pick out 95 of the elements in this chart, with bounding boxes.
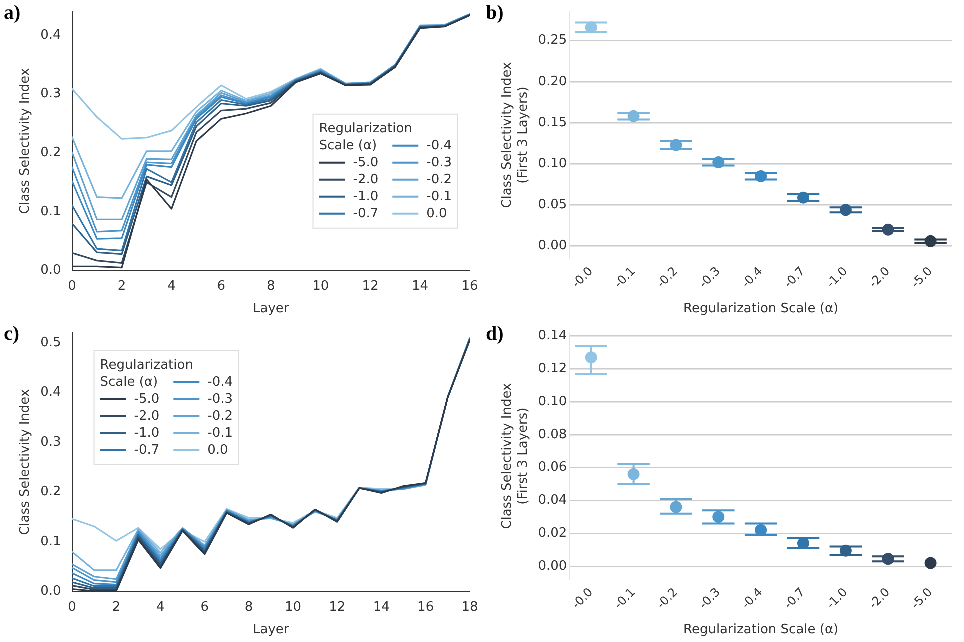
x-tick-label: -0.3 bbox=[696, 585, 723, 612]
x-tick-label: -0.4 bbox=[738, 585, 766, 612]
x-axis-title: Regularization Scale (α) bbox=[684, 622, 839, 638]
y-tick-label: 0.0 bbox=[40, 263, 62, 278]
x-tick-label: -0.3 bbox=[696, 264, 723, 291]
x-tick-label: 0 bbox=[68, 600, 76, 615]
legend-label: -0.7 bbox=[353, 206, 379, 222]
x-tick-label: 8 bbox=[244, 600, 254, 615]
x-tick-label: -0.0 bbox=[569, 585, 596, 612]
y-tick-label: 0.4 bbox=[40, 385, 62, 400]
chart-title: d) bbox=[486, 323, 504, 346]
y-tick-label: 0.00 bbox=[538, 558, 568, 574]
x-tick-label: -5.0 bbox=[908, 264, 936, 291]
x-tick-label: -0.0 bbox=[569, 264, 596, 291]
y-tick-label: 0.4 bbox=[40, 28, 62, 43]
x-tick-label: 6 bbox=[217, 278, 226, 294]
x-tick-label: -0.4 bbox=[738, 264, 766, 291]
chart-title: b) bbox=[486, 2, 504, 24]
legend-label: -0.3 bbox=[208, 392, 234, 407]
x-tick-label: 12 bbox=[362, 278, 379, 294]
x-tick-label: 10 bbox=[312, 278, 330, 294]
legend-label: -0.3 bbox=[426, 155, 452, 170]
legend-label: -0.2 bbox=[208, 408, 234, 424]
y-tick-label: 0.3 bbox=[40, 434, 62, 450]
legend-label: -5.0 bbox=[134, 392, 160, 407]
y-axis-title: Class Selectivity Index bbox=[18, 389, 34, 536]
x-tick-label: 0 bbox=[68, 278, 76, 294]
legend-title: Regularization Scale (α) bbox=[319, 121, 412, 154]
x-tick-label: -0.2 bbox=[654, 264, 681, 291]
x-tick-label: -1.0 bbox=[824, 585, 850, 612]
y-tick-label: 0.25 bbox=[538, 33, 568, 48]
y-tick-label: 0.00 bbox=[538, 238, 568, 254]
x-tick-label: 6 bbox=[200, 600, 209, 615]
y-tick-label: 0.1 bbox=[40, 204, 62, 220]
legend-label: -0.1 bbox=[208, 426, 234, 441]
legend-label: -0.2 bbox=[426, 172, 452, 188]
x-tick-label: -0.1 bbox=[612, 264, 638, 291]
y-tick-label: 0.5 bbox=[40, 335, 62, 350]
y-tick-label: 0.10 bbox=[538, 156, 568, 172]
x-axis-title: Layer bbox=[253, 622, 290, 638]
y-tick-label: 0.15 bbox=[538, 115, 568, 130]
x-tick-label: 4 bbox=[168, 278, 176, 294]
x-tick-label: -0.2 bbox=[654, 585, 681, 612]
x-tick-label: -2.0 bbox=[866, 264, 893, 291]
y-tick-label: 0.3 bbox=[40, 86, 62, 102]
x-tick-label: 12 bbox=[329, 600, 346, 615]
y-tick-label: 0.05 bbox=[538, 198, 568, 213]
x-tick-label: -0.7 bbox=[781, 264, 808, 291]
y-tick-label: 0.14 bbox=[538, 328, 568, 344]
y-axis-title: Class Selectivity Index (First 3 Layers) bbox=[500, 62, 531, 208]
chart-title: c) bbox=[4, 323, 20, 346]
x-tick-label: 2 bbox=[112, 600, 121, 615]
x-tick-label: 14 bbox=[412, 278, 429, 294]
x-axis-title: Regularization Scale (α) bbox=[684, 302, 839, 317]
y-tick-label: 0.06 bbox=[538, 460, 568, 476]
x-tick-label: -1.0 bbox=[824, 264, 850, 291]
legend-label: -2.0 bbox=[134, 408, 160, 424]
y-tick-label: 0.2 bbox=[40, 484, 62, 500]
x-tick-label: -2.0 bbox=[866, 585, 893, 612]
x-tick-label: 16 bbox=[462, 278, 478, 294]
legend-label: 0.0 bbox=[208, 442, 228, 458]
y-tick-label: 0.0 bbox=[40, 584, 62, 600]
legend-label: -1.0 bbox=[353, 189, 379, 204]
legend-label: 0.0 bbox=[426, 206, 448, 222]
x-tick-label: 2 bbox=[118, 278, 126, 294]
y-axis-title: Class Selectivity Index (First 3 Layers) bbox=[500, 382, 531, 530]
legend-label: -0.4 bbox=[426, 138, 452, 154]
y-tick-label: 0.04 bbox=[538, 493, 568, 508]
y-tick-label: 0.12 bbox=[538, 362, 568, 377]
x-tick-label: 18 bbox=[462, 600, 478, 615]
legend-label: -0.4 bbox=[208, 374, 234, 390]
x-tick-label: 4 bbox=[156, 600, 165, 615]
legend-label: -2.0 bbox=[353, 172, 379, 188]
x-axis-title: Layer bbox=[253, 302, 290, 317]
x-tick-label: -5.0 bbox=[908, 585, 936, 612]
chart-title: a) bbox=[4, 2, 21, 24]
x-tick-label: -0.1 bbox=[612, 585, 638, 612]
x-tick-label: 16 bbox=[418, 600, 434, 615]
x-tick-label: 10 bbox=[284, 600, 302, 615]
y-tick-label: 0.10 bbox=[538, 394, 568, 410]
legend-label: -0.1 bbox=[426, 189, 452, 204]
y-tick-label: 0.20 bbox=[538, 74, 568, 90]
x-tick-label: 8 bbox=[266, 278, 276, 294]
point bbox=[924, 557, 937, 570]
legend-title: Regularization Scale (α) bbox=[100, 358, 194, 390]
x-tick-label: 14 bbox=[373, 600, 390, 615]
x-tick-label: -0.7 bbox=[781, 585, 808, 612]
y-tick-label: 0.2 bbox=[40, 146, 62, 161]
y-tick-label: 0.02 bbox=[538, 526, 568, 541]
legend-label: -1.0 bbox=[134, 426, 160, 441]
y-tick-label: 0.08 bbox=[538, 427, 568, 442]
legend-label: -5.0 bbox=[353, 155, 379, 170]
y-tick-label: 0.1 bbox=[40, 534, 62, 550]
legend-label: -0.7 bbox=[134, 442, 160, 458]
y-axis-title: Class Selectivity Index bbox=[18, 68, 34, 214]
